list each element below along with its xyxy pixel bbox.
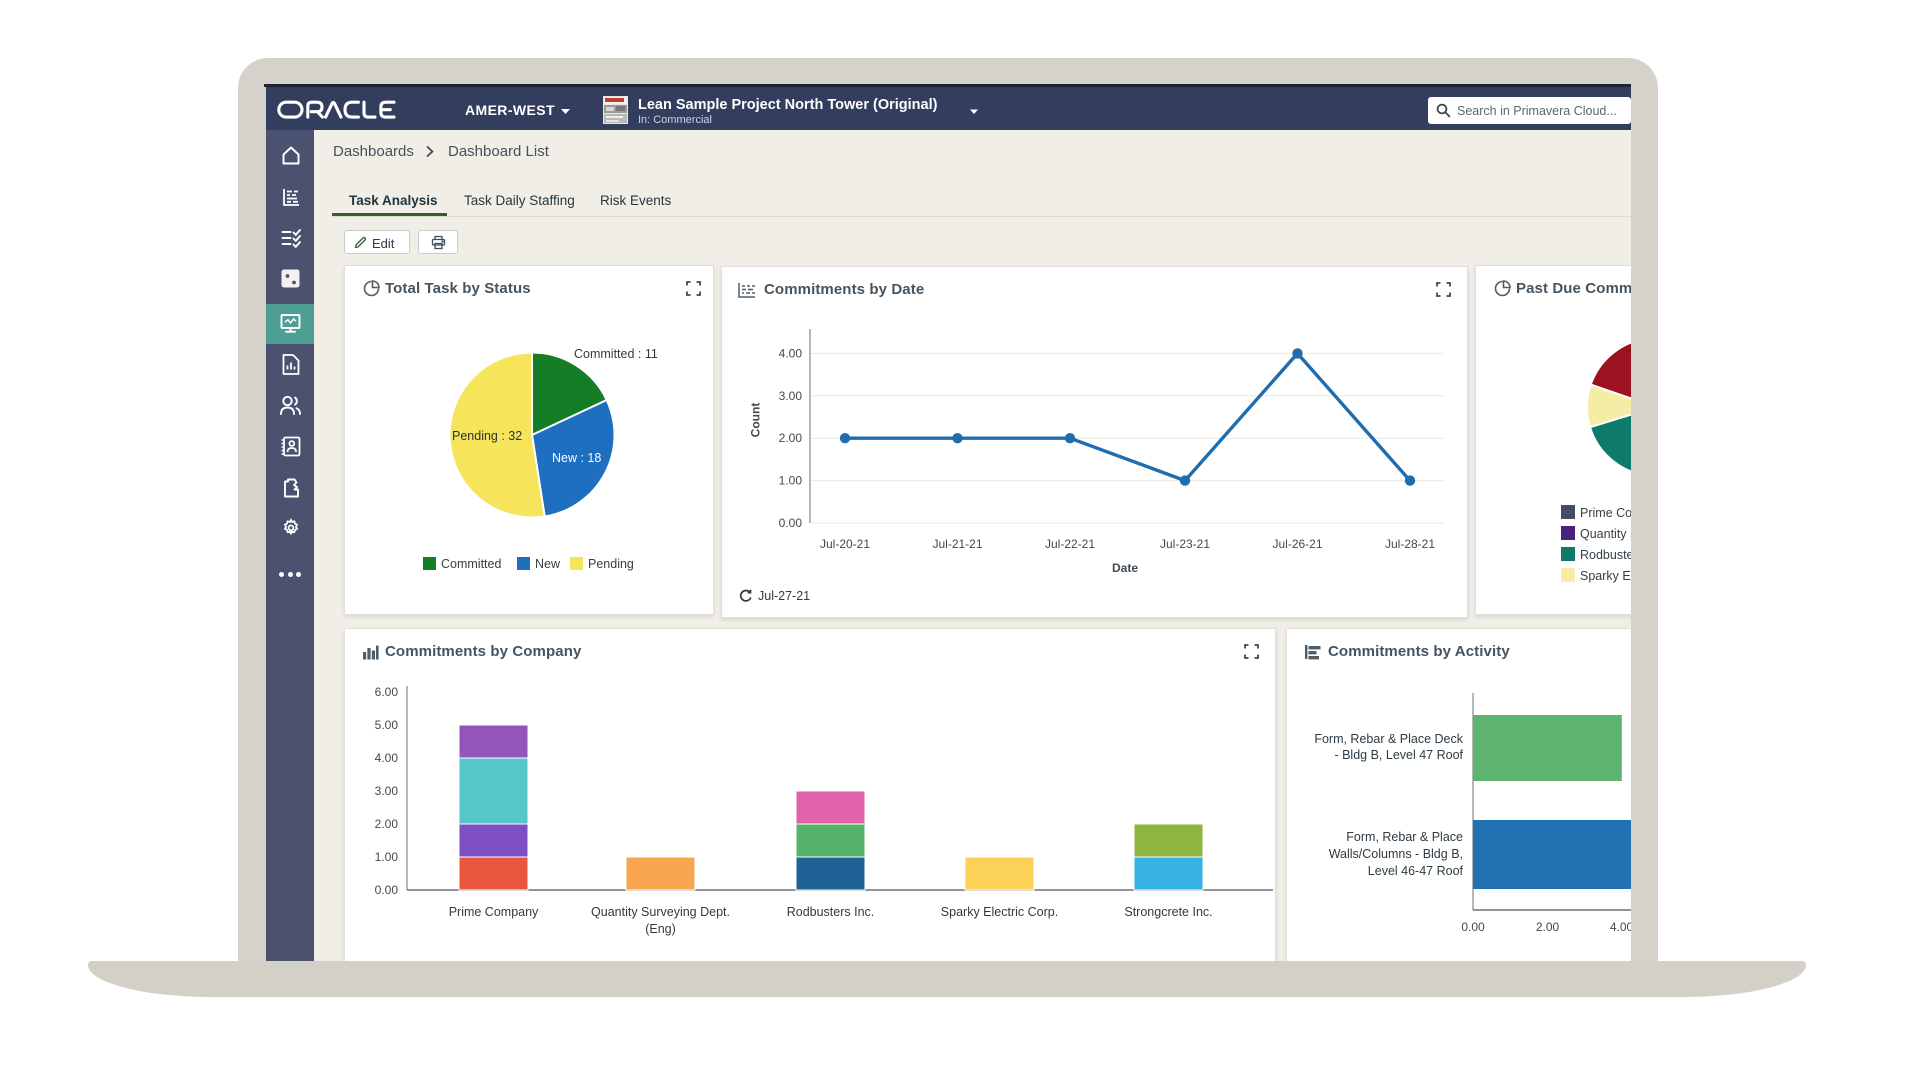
svg-text:5.00: 5.00: [375, 718, 399, 732]
svg-text:Quantity Surveying Dept.: Quantity Surveying Dept.: [591, 905, 730, 919]
svg-text:Rodbusters Inc.: Rodbusters Inc.: [787, 905, 875, 919]
svg-text:Jul-20-21: Jul-20-21: [820, 537, 870, 551]
svg-text:6.00: 6.00: [375, 685, 399, 699]
svg-text:Strongcrete Inc.: Strongcrete Inc.: [1124, 905, 1212, 919]
svg-text:Form, Rebar & Place Deck: Form, Rebar & Place Deck: [1314, 732, 1463, 746]
svg-text:2.00: 2.00: [375, 817, 399, 831]
svg-text:4.00: 4.00: [1610, 920, 1631, 934]
svg-text:0.00: 0.00: [779, 516, 803, 530]
svg-text:Sparky Electric Corp.: Sparky Electric Corp.: [941, 905, 1058, 919]
svg-text:Form, Rebar & Place: Form, Rebar & Place: [1346, 830, 1463, 844]
svg-text:4.00: 4.00: [375, 751, 399, 765]
svg-text:3.00: 3.00: [375, 784, 399, 798]
svg-text:Level 46-47 Roof: Level 46-47 Roof: [1368, 864, 1464, 878]
svg-text:Jul-26-21: Jul-26-21: [1272, 537, 1322, 551]
svg-text:2.00: 2.00: [1536, 920, 1560, 934]
svg-text:Walls/Columns - Bldg B,: Walls/Columns - Bldg B,: [1329, 847, 1463, 861]
svg-text:2.00: 2.00: [779, 431, 803, 445]
svg-text:Jul-28-21: Jul-28-21: [1385, 537, 1435, 551]
svg-text:4.00: 4.00: [779, 346, 803, 360]
svg-text:1.00: 1.00: [779, 474, 803, 488]
svg-text:- Bldg B, Level 47 Roof: - Bldg B, Level 47 Roof: [1334, 748, 1463, 762]
svg-text:Jul-23-21: Jul-23-21: [1160, 537, 1210, 551]
svg-text:0.00: 0.00: [1461, 920, 1485, 934]
svg-text:Jul-22-21: Jul-22-21: [1045, 537, 1095, 551]
svg-text:(Eng): (Eng): [645, 922, 676, 936]
svg-text:3.00: 3.00: [779, 389, 803, 403]
svg-text:Prime Company: Prime Company: [449, 905, 539, 919]
svg-text:0.00: 0.00: [375, 883, 399, 897]
svg-text:1.00: 1.00: [375, 850, 399, 864]
svg-text:Jul-21-21: Jul-21-21: [932, 537, 982, 551]
